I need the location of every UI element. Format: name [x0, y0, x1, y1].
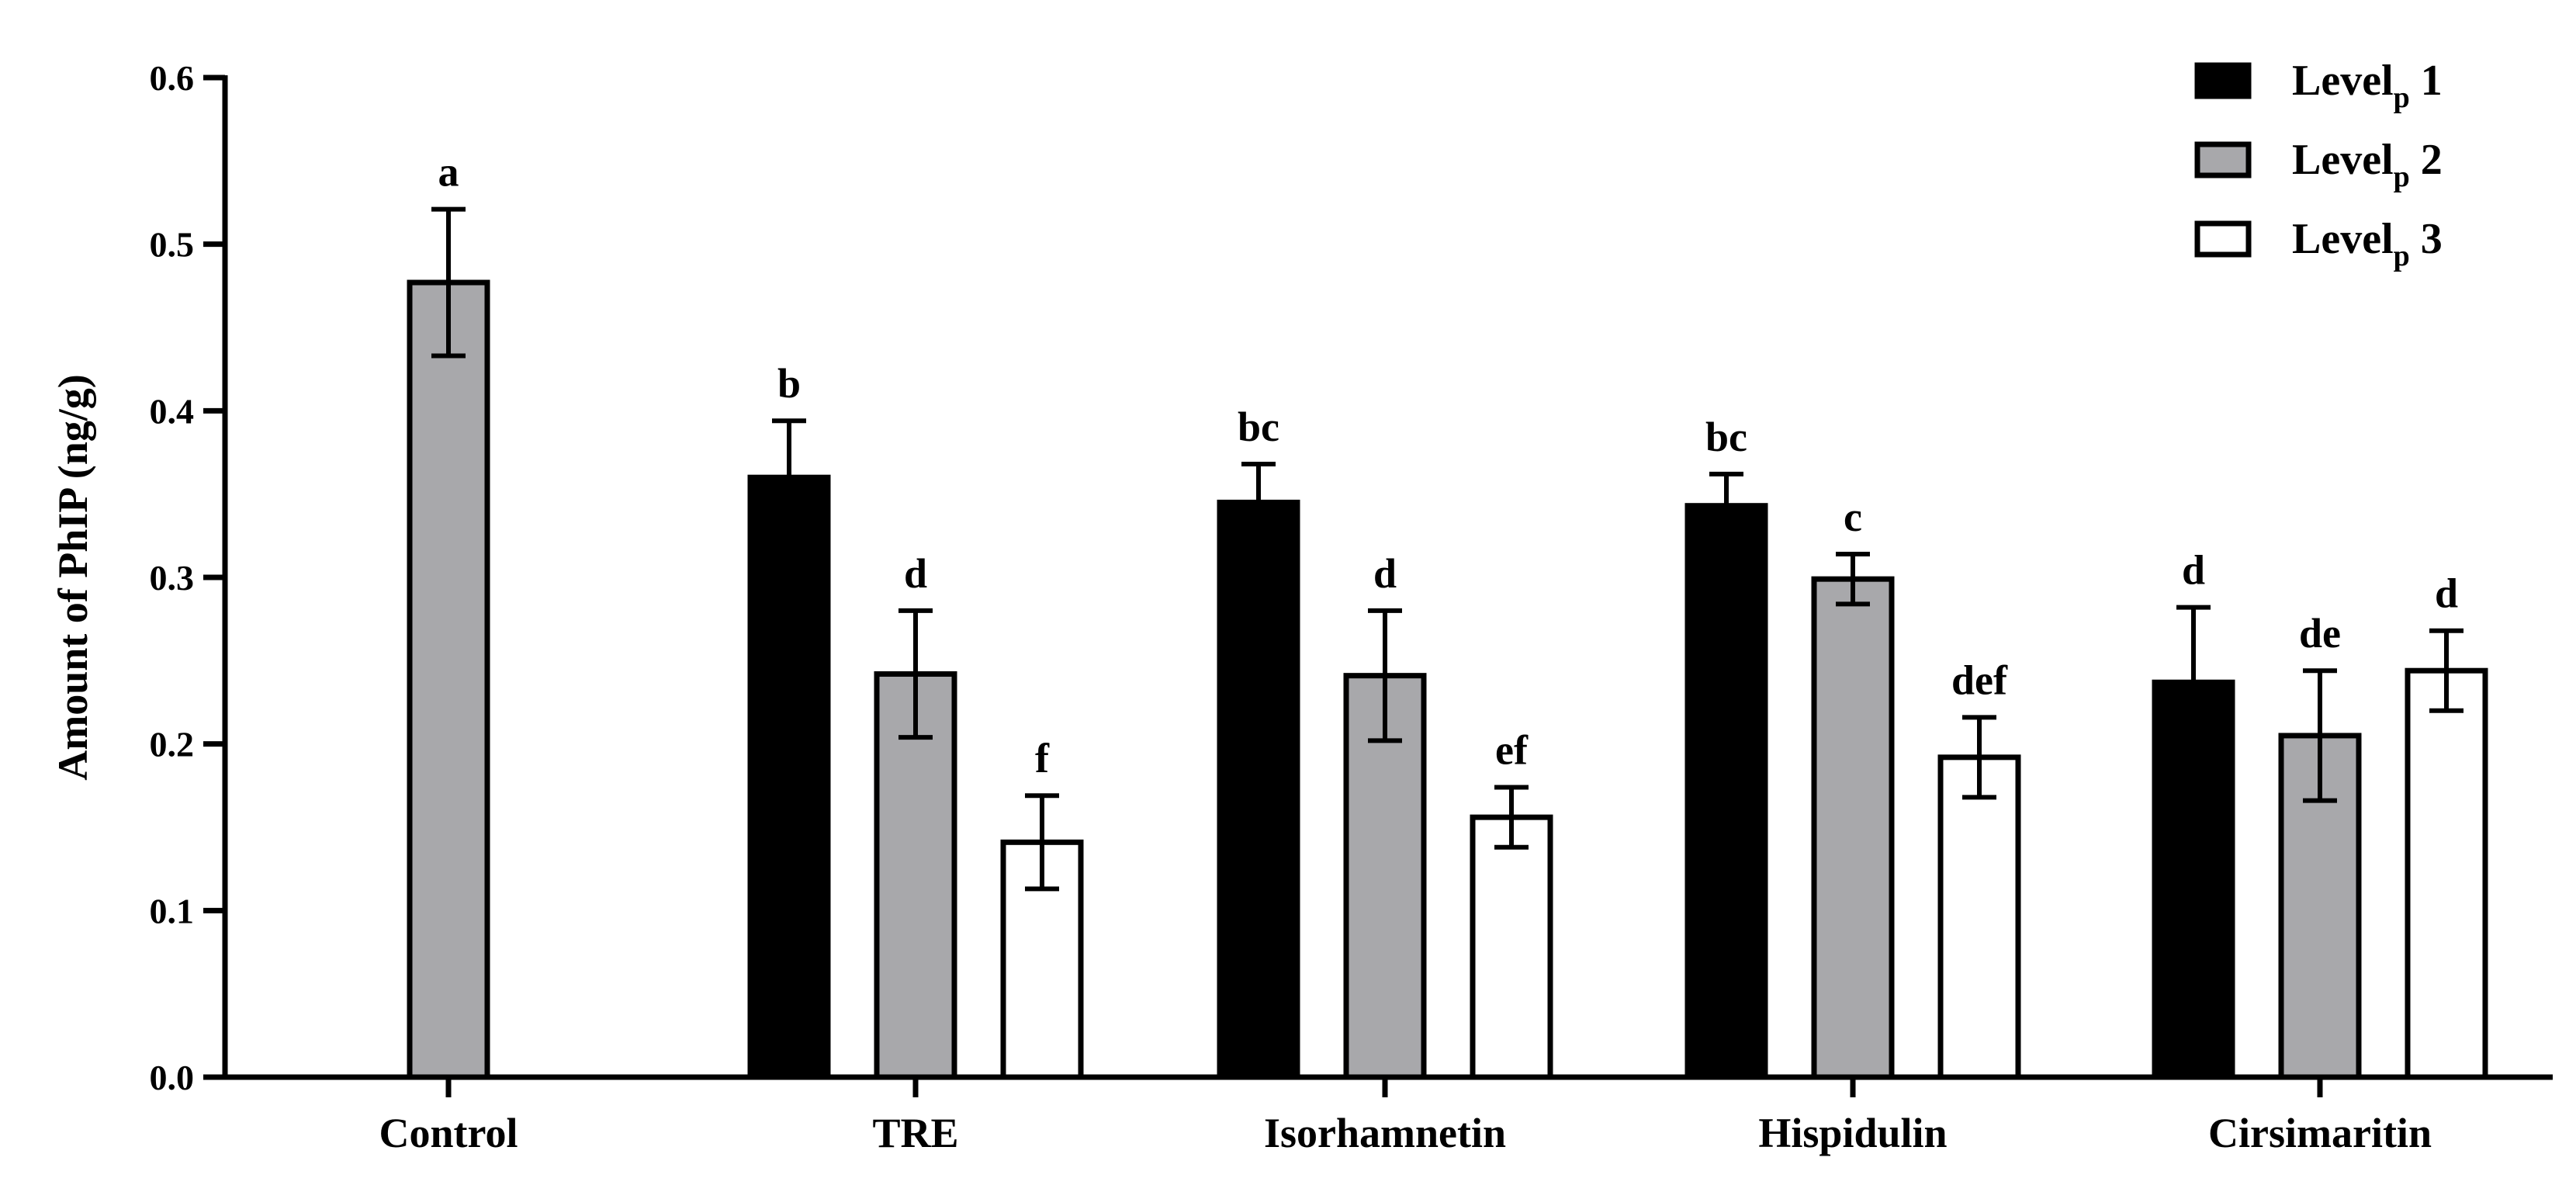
y-axis-title: Amount of PhIP (ng/g): [50, 374, 96, 781]
error-bar: [898, 608, 933, 740]
significance-letter: bc: [1238, 404, 1279, 450]
significance-letter: def: [1951, 657, 2008, 703]
legend-swatch: [2194, 141, 2252, 178]
error-bar: [1836, 551, 1870, 607]
bar-tre-level-2: [874, 671, 957, 1080]
error-bar: [1709, 471, 1743, 540]
bar-control-level-2: [407, 279, 490, 1080]
x-tick-label: Hispidulin: [1758, 1110, 1947, 1156]
x-tick-label: Control: [379, 1110, 518, 1156]
legend-label: Levelp 2: [2292, 136, 2443, 193]
bar-cirsimaritin-level-1: [2152, 679, 2235, 1080]
error-bar: [2303, 668, 2337, 803]
legend-item-level-1: Levelp 1: [2194, 57, 2443, 114]
y-tick-label: 0.0: [150, 1058, 195, 1097]
bar-isorhamnetin-level-3: [1470, 814, 1553, 1080]
error-bar: [772, 418, 806, 537]
legend-item-level-3: Levelp 3: [2194, 215, 2443, 272]
x-tick-label: Cirsimaritin: [2208, 1110, 2432, 1156]
error-bar: [431, 206, 466, 359]
bar-hispidulin-level-1: [1684, 503, 1768, 1080]
significance-letter: f: [1035, 735, 1050, 781]
bar-cirsimaritin-level-3: [2405, 667, 2488, 1080]
significance-letter: c: [1844, 494, 1862, 540]
x-axis: Control TRE Isorhamnetin Hispidulin Cirsimar…: [223, 1074, 2553, 1156]
x-tick-label: TRE: [872, 1110, 958, 1156]
error-bar: [1241, 462, 1276, 543]
error-bar: [2429, 628, 2463, 713]
x-tick-label: Isorhamnetin: [1264, 1110, 1506, 1156]
significance-letter: d: [2435, 570, 2458, 617]
error-bar: [1025, 793, 1059, 892]
significance-letter: d: [1373, 550, 1397, 597]
legend: Levelp 1 Levelp 2 Levelp 3: [2194, 57, 2443, 272]
legend-item-level-2: Levelp 2: [2194, 136, 2443, 193]
legend-label: Levelp 1: [2292, 57, 2443, 114]
significance-letter: d: [2182, 547, 2205, 594]
bar-isorhamnetin-level-1: [1217, 499, 1300, 1080]
legend-swatch: [2194, 220, 2252, 258]
y-tick-label: 0.1: [150, 891, 195, 930]
error-bar: [1368, 608, 1402, 743]
significance-letter: bc: [1705, 414, 1747, 460]
bar-tre-level-1: [747, 474, 831, 1080]
bar-hispidulin-level-3: [1937, 754, 2021, 1080]
y-tick-label: 0.3: [150, 558, 195, 598]
y-tick-label: 0.2: [150, 725, 195, 764]
significance-letter: ef: [1495, 726, 1529, 773]
significance-letter: d: [904, 550, 927, 597]
y-tick-label: 0.5: [150, 225, 195, 265]
error-bars: [431, 206, 2463, 892]
significance-letter: a: [438, 149, 459, 196]
bar-hispidulin-level-2: [1811, 576, 1895, 1080]
error-bar: [1962, 715, 1996, 800]
error-bar: [1494, 785, 1529, 850]
bars: [407, 279, 2488, 1080]
y-axis: 0.0 0.1 0.2 0.3 0.4 0.5 0.6: [150, 58, 228, 1097]
error-bar: [2176, 605, 2211, 760]
legend-swatch: [2194, 62, 2252, 99]
y-tick-label: 0.6: [150, 58, 195, 98]
bar-isorhamnetin-level-2: [1343, 673, 1427, 1080]
y-tick-label: 0.4: [150, 391, 195, 431]
significance-letter: b: [777, 360, 801, 407]
legend-label: Levelp 3: [2292, 215, 2443, 272]
significance-letter: de: [2299, 610, 2341, 657]
